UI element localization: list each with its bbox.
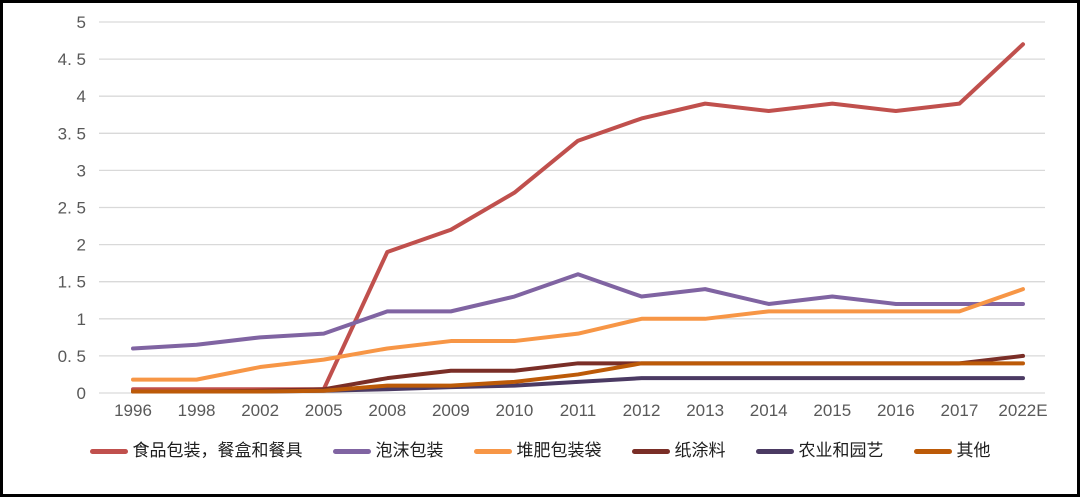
legend-swatch-icon (332, 448, 371, 454)
legend-item-4: 农业和园艺 (755, 440, 884, 461)
y-axis-tick-label: 0 (77, 384, 86, 403)
x-axis-tick-label: 2013 (686, 401, 724, 420)
x-axis-tick-label: 2014 (750, 401, 788, 420)
legend-swatch-icon (913, 448, 952, 454)
y-axis-tick-label: 1 (77, 310, 86, 329)
x-axis-tick-label: 2010 (496, 401, 534, 420)
legend-swatch-icon (631, 448, 670, 454)
y-axis-tick-label: 4 (77, 87, 86, 106)
y-axis-tick-label: 3. 5 (58, 124, 86, 143)
legend-swatch-icon (89, 448, 128, 454)
x-axis-tick-label: 2005 (305, 401, 343, 420)
x-axis-tick-label: 1996 (114, 401, 152, 420)
legend: 食品包装，餐盒和餐具 泡沫包装 堆肥包装袋 纸涂料 农业和园艺 其他 (0, 437, 1080, 465)
legend-swatch-icon (473, 448, 512, 454)
legend-label: 纸涂料 (674, 440, 726, 461)
legend-label: 食品包装，餐盒和餐具 (132, 440, 303, 461)
x-axis-tick-label: 2011 (560, 401, 597, 420)
legend-item-2: 堆肥包装袋 (473, 440, 602, 461)
legend-swatch-icon (755, 448, 794, 454)
series-line-5 (131, 361, 1025, 394)
x-axis-tick-label: 2022E (998, 401, 1047, 420)
legend-label: 其他 (956, 440, 991, 461)
x-axis-tick-label: 2008 (368, 401, 406, 420)
legend-item-0: 食品包装，餐盒和餐具 (89, 440, 303, 461)
legend-label: 泡沫包装 (375, 440, 444, 461)
y-axis-tick-label: 0. 5 (58, 347, 86, 366)
series-line-2 (131, 287, 1025, 382)
legend-label: 农业和园艺 (798, 440, 884, 461)
x-axis-tick-label: 2015 (813, 401, 851, 420)
x-axis-tick-label: 2002 (241, 401, 279, 420)
x-axis-tick-label: 1998 (178, 401, 216, 420)
x-axis-tick-label: 2017 (941, 401, 979, 420)
y-axis-tick-label: 3 (77, 161, 86, 180)
y-axis-tick-label: 2. 5 (58, 199, 86, 218)
x-axis-tick-label: 2012 (623, 401, 661, 420)
series-line-1 (131, 272, 1025, 351)
x-axis-tick-label: 2016 (877, 401, 915, 420)
legend-item-3: 纸涂料 (631, 440, 726, 461)
legend-item-1: 泡沫包装 (332, 440, 444, 461)
x-axis-tick-label: 2009 (432, 401, 470, 420)
legend-label: 堆肥包装袋 (516, 440, 602, 461)
y-axis-tick-label: 2 (77, 236, 86, 255)
y-axis-tick-label: 4. 5 (58, 50, 86, 69)
y-axis-tick-label: 5 (77, 13, 86, 32)
legend-item-5: 其他 (913, 440, 991, 461)
y-axis-tick-label: 1. 5 (58, 273, 86, 292)
